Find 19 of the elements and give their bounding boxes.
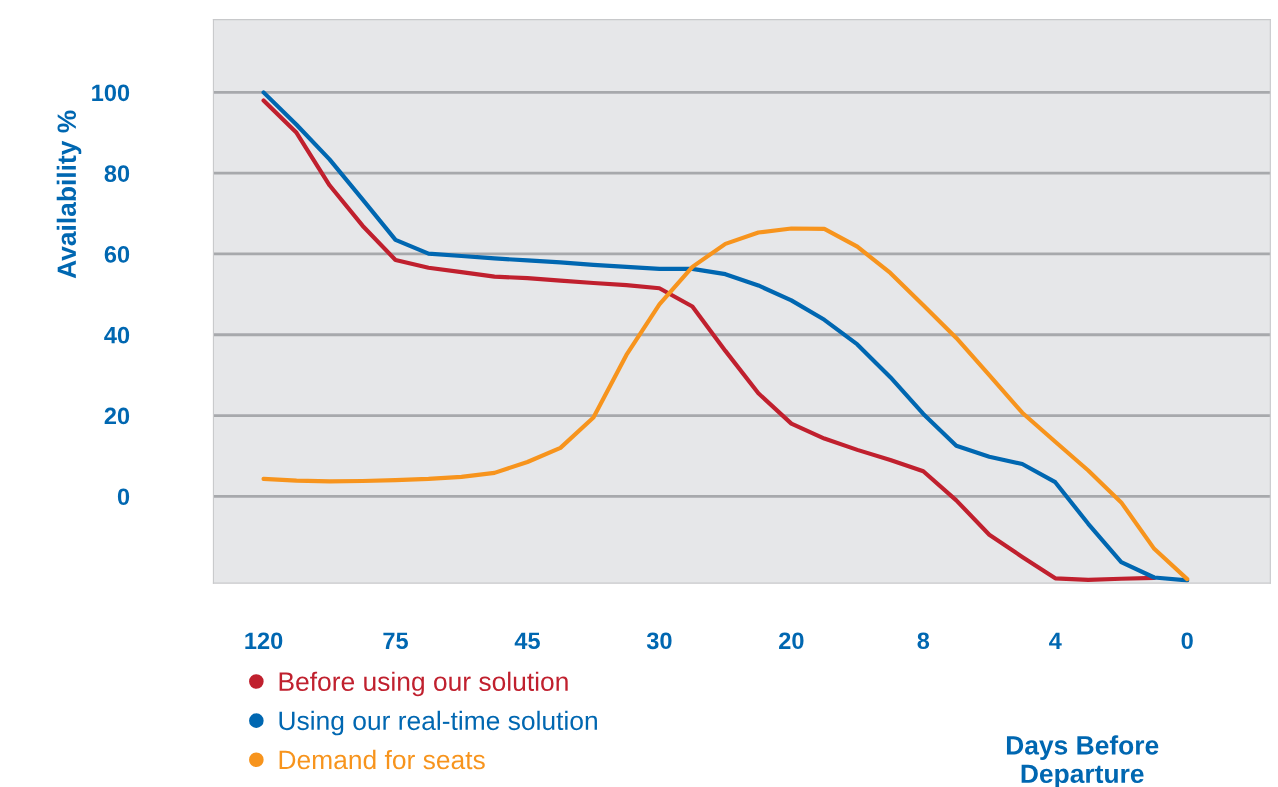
legend-label: Using our real-time solution [279, 710, 597, 736]
x-tick-label: 45 [514, 632, 540, 650]
x-tick-label: 30 [646, 632, 672, 650]
line-series [261, 226, 1190, 582]
y-tick-label: 100 [92, 84, 130, 102]
x-tick-label: 75 [383, 632, 408, 650]
x-tick-label: 4 [1049, 632, 1062, 649]
x-tick-label: 20 [779, 632, 804, 650]
legend-label: Before using our solution [279, 671, 568, 697]
y-tick-label: 80 [104, 165, 130, 182]
x-tick-label: 0 [1181, 632, 1193, 650]
x-tick-label: 120 [245, 632, 283, 650]
y-axis-title: Availability % [56, 110, 82, 279]
legend-label: Demand for seats [279, 749, 485, 770]
y-tick-label: 0 [117, 488, 130, 506]
y-tick-label: 40 [104, 326, 130, 344]
y-tick-label: 20 [104, 407, 130, 425]
y-tick-label: 60 [104, 246, 130, 263]
x-tick-label: 8 [917, 632, 930, 650]
